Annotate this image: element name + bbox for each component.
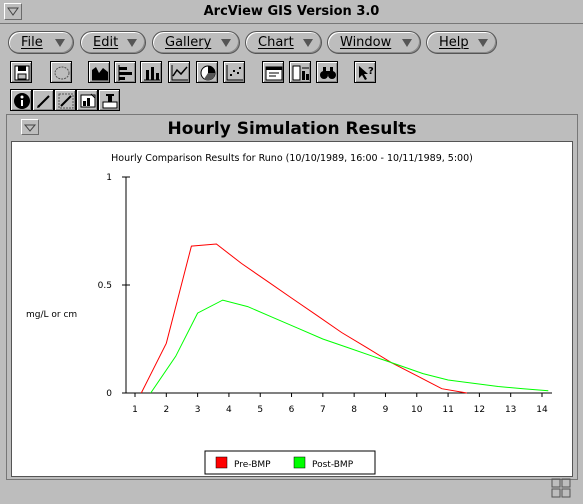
title-tool-icon [102, 94, 118, 109]
save-icon [14, 65, 30, 81]
x-tick-label: 14 [536, 405, 548, 415]
pie-chart-button[interactable] [196, 61, 218, 83]
menu-bar: File Edit Gallery Chart Window Help [0, 28, 583, 58]
line-chart-button[interactable] [168, 61, 190, 83]
window-menu-button[interactable] [4, 3, 22, 20]
series-icon [292, 65, 309, 81]
chevron-down-icon [7, 7, 19, 16]
x-tick-label: 8 [351, 405, 357, 415]
chevron-down-icon [303, 39, 313, 47]
x-tick-label: 11 [442, 405, 453, 415]
save-button[interactable] [10, 61, 32, 83]
area-chart-icon [92, 67, 108, 81]
legend: Pre-BMP Post-BMP [204, 450, 376, 475]
menu-help-label: Help [439, 35, 469, 50]
app-title: ArcView GIS Version 3.0 [203, 4, 380, 19]
bar-chart-button[interactable] [140, 61, 162, 83]
identify-tool[interactable] [10, 89, 32, 111]
select-icon [54, 66, 70, 80]
grip-icon [551, 478, 571, 498]
menu-file-label: File [21, 35, 43, 50]
menu-edit[interactable]: Edit [80, 31, 146, 54]
chart-window-title-bar: Hourly Simulation Results [7, 115, 577, 139]
x-tick-label: 4 [226, 405, 232, 415]
chevron-down-icon [55, 39, 65, 47]
x-tick-label: 7 [320, 405, 326, 415]
chevron-down-icon [221, 39, 231, 47]
edit-pencil-icon [37, 95, 50, 108]
chart-window: Hourly Simulation Results Hourly Compari… [6, 114, 578, 480]
scatter-chart-icon [226, 65, 243, 81]
y-tick-label: 1 [106, 173, 112, 183]
title-tool[interactable] [98, 89, 120, 111]
resize-grip[interactable] [551, 478, 571, 498]
menu-edit-label: Edit [93, 35, 119, 50]
help-pointer-button[interactable]: ? [354, 61, 376, 83]
series-lines [140, 243, 549, 394]
legend-box [204, 450, 376, 475]
series-line-pre-bmp [140, 243, 467, 394]
x-tick-label: 2 [163, 405, 169, 415]
line-chart: Hourly Comparison Results for Runo (10/1… [26, 153, 552, 475]
chart-title: Hourly Comparison Results for Runo (10/1… [111, 153, 473, 164]
x-tick-label: 9 [383, 405, 389, 415]
menu-gallery[interactable]: Gallery [152, 31, 240, 54]
menu-chart[interactable]: Chart [245, 31, 322, 54]
area-chart-button[interactable] [88, 61, 110, 83]
chevron-down-icon [478, 39, 488, 47]
find-icon [320, 67, 336, 79]
chart-area: Hourly Comparison Results for Runo (10/1… [11, 141, 573, 477]
x-tick-label: 10 [411, 405, 423, 415]
erase-tool[interactable] [54, 89, 76, 111]
identify-icon [14, 93, 30, 109]
bar-chart-icon [144, 67, 160, 81]
line-chart-icon [171, 65, 188, 81]
legend-label: Pre-BMP [234, 460, 271, 470]
chart-properties-button[interactable] [262, 61, 284, 83]
edit-tool[interactable] [32, 89, 54, 111]
bar-chart-horizontal-button[interactable] [114, 61, 136, 83]
chart-element-icon [80, 93, 96, 108]
chart-window-title: Hourly Simulation Results [167, 119, 417, 139]
menu-help[interactable]: Help [426, 31, 497, 54]
series-button[interactable] [289, 61, 311, 83]
x-tick-label: 12 [474, 405, 485, 415]
chevron-down-icon [402, 39, 412, 47]
chart-properties-icon [265, 66, 283, 81]
scatter-chart-button[interactable] [223, 61, 245, 83]
legend-swatch [215, 456, 228, 469]
select-button[interactable] [50, 61, 72, 83]
chevron-down-icon [23, 124, 37, 132]
x-tick-label: 5 [257, 405, 263, 415]
series-line-post-bmp [150, 299, 549, 394]
y-tick-label: 0.5 [98, 281, 112, 291]
chart-window-menu-button[interactable] [21, 119, 39, 135]
legend-swatch [293, 456, 306, 469]
help-pointer-icon: ? [359, 66, 374, 80]
find-button[interactable] [316, 61, 338, 83]
svg-text:?: ? [368, 66, 374, 77]
app-title-bar: ArcView GIS Version 3.0 [0, 0, 583, 24]
menu-file[interactable]: File [8, 31, 74, 54]
menu-window[interactable]: Window [327, 31, 421, 54]
menu-window-label: Window [340, 35, 392, 50]
x-tick-label: 1 [132, 405, 138, 415]
menu-gallery-label: Gallery [165, 35, 212, 50]
chevron-down-icon [127, 39, 137, 47]
y-tick-label: 0 [106, 389, 112, 399]
x-tick-label: 13 [505, 405, 516, 415]
legend-label: Post-BMP [312, 460, 354, 470]
x-tick-label: 6 [289, 405, 295, 415]
x-tick-label: 3 [195, 405, 201, 415]
erase-icon [58, 93, 74, 109]
chart-element-tool[interactable] [76, 89, 98, 111]
bar-chart-horizontal-icon [118, 65, 132, 81]
menu-chart-label: Chart [258, 35, 294, 50]
pie-chart-icon [200, 65, 216, 81]
y-axis-label: mg/L or cm [26, 310, 77, 320]
